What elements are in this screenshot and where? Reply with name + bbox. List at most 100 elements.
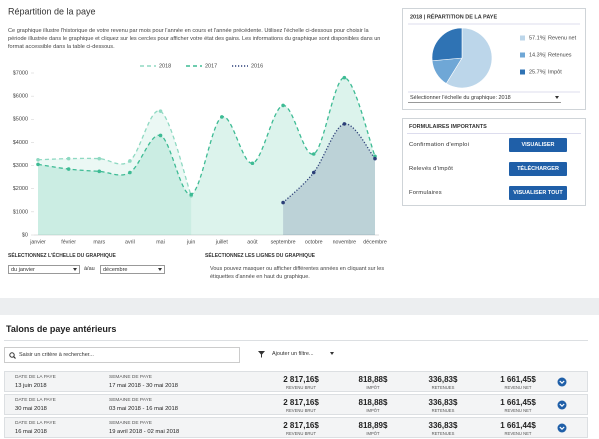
amount-label: IMPÔT — [366, 385, 380, 390]
expand-icon[interactable] — [557, 400, 567, 410]
series-area — [38, 77, 375, 236]
x-tick-label: juin — [186, 239, 195, 245]
history-row[interactable]: DATE DE LA PAYE 30 mai 2018 SEMAINE DE PAY… — [4, 394, 588, 415]
data-point[interactable] — [281, 200, 285, 205]
amount: 818,88$ — [358, 398, 388, 407]
data-point[interactable] — [250, 161, 255, 166]
icon-chevron — [559, 426, 565, 431]
pie-value-label: 14.3% — [529, 52, 545, 58]
data-point[interactable] — [189, 192, 193, 197]
history-row[interactable]: DATE DE LA PAYE 16 mai 2018 SEMAINE DE PAY… — [4, 417, 588, 438]
form-button[interactable]: VISUALISER TOUT — [509, 186, 567, 200]
amount-label: REVENU NET — [504, 385, 532, 390]
x-tick-label: novembre — [333, 239, 357, 245]
data-point[interactable] — [220, 115, 224, 119]
data-point[interactable] — [342, 75, 347, 80]
lines-help: Vous pouvez masquer ou afficher différen… — [210, 266, 385, 280]
amount-label: REVENU BRUT — [285, 385, 316, 390]
x-tick-label: juillet — [215, 239, 229, 245]
data-point[interactable] — [373, 156, 377, 161]
x-tick-label: mai — [156, 239, 165, 245]
icon-circle — [557, 423, 567, 433]
column-label: SEMAINE DE PAYE — [109, 375, 153, 380]
data-point[interactable] — [158, 109, 163, 113]
data-point[interactable] — [342, 122, 347, 126]
column-value: 13 juin 2018 — [15, 383, 47, 389]
form-button[interactable]: TÉLÉCHARGER — [509, 162, 567, 176]
legend-label[interactable]: 2018 — [159, 63, 171, 69]
scale-title: SÉLECTIONNEZ L'ÉCHELLE DU GRAPHIQUE — [8, 253, 116, 259]
column-value: 19 avril 2018 - 02 mai 2018 — [109, 429, 180, 435]
data-point[interactable] — [128, 170, 132, 175]
divider — [407, 133, 581, 134]
y-tick-label: $0 — [22, 232, 28, 238]
form-label: Relevés d'impôt — [409, 166, 454, 172]
amount: 1 661,45$ — [500, 375, 536, 384]
data-point[interactable] — [128, 159, 132, 163]
column-value: 17 mai 2018 - 30 mai 2018 — [109, 383, 178, 389]
icon-circle — [557, 377, 567, 387]
form-label: Formulaires — [409, 190, 442, 196]
data-point[interactable] — [36, 162, 40, 167]
to-select[interactable]: décembre — [100, 265, 165, 274]
legend-label[interactable]: 2016 — [251, 63, 263, 69]
amount-label: RETENUES — [431, 408, 455, 413]
amount-label: REVENU NET — [504, 408, 532, 413]
y-tick-label: $6000 — [13, 94, 28, 100]
income-chart: Répartition de la paye $0 $1000 $2000 $3000… — [8, 6, 387, 245]
data-point[interactable] — [158, 133, 163, 138]
filter-icon — [258, 351, 265, 358]
series-area — [38, 110, 192, 235]
amount-label: IMPÔT — [366, 431, 380, 436]
history-row[interactable]: DATE DE LA PAYE 13 juin 2018 SEMAINE DE PA… — [4, 371, 588, 392]
y-tick-label: $2000 — [13, 186, 28, 192]
amount: 818,88$ — [358, 375, 388, 384]
data-point[interactable] — [97, 169, 102, 174]
series-area — [283, 123, 375, 235]
column-label: SEMAINE DE PAYE — [109, 421, 153, 426]
x-tick-label: mars — [93, 239, 105, 245]
search-box[interactable]: Saisir un critère à rechercher... — [4, 347, 240, 363]
amount: 818,89$ — [358, 421, 388, 430]
lines-title: SÉLECTIONNEZ LES LIGNES DU GRAPHIQUE — [205, 253, 316, 259]
search-placeholder: Saisir un critère à rechercher... — [19, 352, 94, 358]
legend-label: Revenu net — [548, 35, 577, 41]
icon-chevron — [559, 403, 565, 408]
data-point[interactable] — [66, 167, 71, 171]
expand-icon[interactable] — [557, 423, 567, 433]
chart-title: Répartition de la paye — [8, 6, 96, 16]
data-point[interactable] — [36, 157, 40, 162]
y-tick-label: $3000 — [13, 163, 28, 169]
amount-label: RETENUES — [431, 385, 455, 390]
pie-selector[interactable]: Sélectionner l'échelle du graphique: 201… — [408, 94, 561, 103]
legend-label[interactable]: 2017 — [205, 63, 217, 69]
search-icon — [9, 352, 16, 359]
divider — [4, 340, 588, 341]
legend-label: Impôt — [548, 69, 562, 75]
history-title: Talons de paye antérieurs — [6, 324, 117, 334]
data-point[interactable] — [311, 170, 316, 175]
pie-chart: 2018 | RÉPARTITION DE LA PAYE 57.1% Reven… — [408, 12, 580, 93]
data-point[interactable] — [311, 152, 316, 156]
from-select[interactable]: du janvier — [8, 265, 80, 274]
data-point[interactable] — [66, 156, 71, 161]
amount-label: RETENUES — [431, 431, 455, 436]
legend-swatch — [520, 69, 525, 75]
x-tick-label: février — [61, 239, 76, 245]
amount: 2 817,16$ — [283, 421, 319, 430]
icon-chevron — [559, 380, 565, 385]
legend-label: Retenues — [548, 52, 572, 58]
filter-select[interactable]: Ajouter un filtre... — [270, 350, 336, 359]
expand-icon[interactable] — [557, 377, 567, 387]
data-point[interactable] — [281, 103, 285, 108]
forms-title: FORMULAIRES IMPORTANTS — [409, 124, 487, 130]
x-tick-label: avril — [125, 239, 135, 245]
y-tick-label: $4000 — [13, 140, 28, 146]
icon-circle — [557, 400, 567, 410]
data-point[interactable] — [97, 156, 102, 161]
form-label: Confirmation d'emploi — [409, 142, 470, 148]
form-button[interactable]: VISUALISER — [509, 138, 567, 152]
pie-title: 2018 | RÉPARTITION DE LA PAYE — [410, 12, 497, 20]
column-value: 16 mai 2018 — [15, 429, 47, 435]
